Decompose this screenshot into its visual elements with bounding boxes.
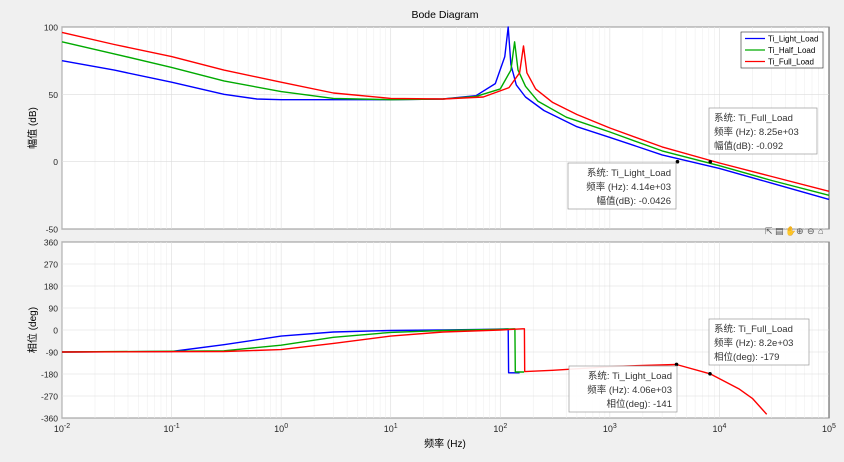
- y-tick-label: 360: [44, 238, 58, 248]
- datatip-marker: [675, 159, 680, 164]
- y-tick-label: -50: [46, 225, 59, 235]
- datatip-frequency: 频率 (Hz): 8.2e+03: [714, 337, 793, 349]
- data-tips: 系统: Ti_Full_Load 频率 (Hz): 8.25e+03 幅值(dB):…: [567, 107, 818, 413]
- magnitude-series: [61, 26, 830, 201]
- magnitude-line-ti-half-load: [61, 41, 830, 196]
- x-tick-label: 10-2: [54, 423, 70, 434]
- datatip-marker: [674, 362, 679, 367]
- phase-series: [61, 328, 768, 415]
- legend-entry-full: Ti_Full_Load: [768, 58, 814, 67]
- x-tick-label: 102: [493, 423, 507, 434]
- phase-y-ticks: 360 270 180 90 0 -90 -180 -270 -360: [41, 238, 58, 424]
- x-tick-label: 105: [822, 423, 836, 434]
- phase-grid: [61, 241, 829, 419]
- chart-title: Bode Diagram: [411, 9, 478, 21]
- phase-y-axis-label: 相位 (deg): [26, 307, 39, 353]
- datatip-frequency: 频率 (Hz): 8.25e+03: [714, 126, 799, 138]
- y-tick-label: 270: [44, 260, 58, 270]
- x-tick-label: 100: [274, 423, 288, 434]
- magnitude-grid: [61, 26, 829, 230]
- y-tick-label: 100: [44, 23, 58, 33]
- datatip-marker: [708, 371, 712, 376]
- zoom-in-icon[interactable]: ⊕: [796, 226, 804, 236]
- datatip-title: 系统: Ti_Light_Load: [588, 370, 672, 382]
- x-tick-label: 104: [712, 423, 726, 434]
- y-tick-label: 180: [44, 282, 58, 292]
- home-icon[interactable]: ⌂: [818, 226, 823, 236]
- legend-entry-light: Ti_Light_Load: [768, 35, 818, 44]
- datatip-box: [708, 318, 810, 366]
- x-axis-label: 频率 (Hz): [424, 437, 466, 450]
- y-tick-label: 90: [49, 304, 59, 314]
- datatip-box: [567, 162, 677, 210]
- phase-line-ti-full-load: [61, 328, 768, 415]
- export-icon[interactable]: ⇱: [765, 226, 773, 236]
- datatip-frequency: 频率 (Hz): 4.14e+03: [586, 181, 671, 193]
- datatip-marker: [708, 159, 713, 164]
- y-tick-label: -180: [41, 370, 58, 380]
- brush-icon[interactable]: ▤: [775, 226, 784, 236]
- x-tick-labels: 10-2 10-1 100 101 102 103 104 105: [54, 423, 836, 434]
- y-tick-label: 50: [49, 90, 59, 100]
- y-tick-label: 0: [53, 326, 58, 336]
- x-tick-label: 103: [603, 423, 617, 434]
- datatip-box: [708, 107, 818, 155]
- datatip-value: 幅值(dB): -0.0426: [597, 195, 671, 207]
- zoom-out-icon[interactable]: ⊖: [807, 226, 815, 236]
- legend[interactable]: Ti_Light_Load Ti_Half_Load Ti_Full_Load: [740, 31, 824, 69]
- axes-toolbar[interactable]: ⇱ ▤ ✋ ⊕ ⊖ ⌂: [765, 225, 823, 236]
- datatip-value: 幅值(dB): -0.092: [714, 140, 783, 152]
- magnitude-y-ticks: 100 50 0 -50: [44, 23, 58, 235]
- y-tick-label: -270: [41, 392, 58, 402]
- pan-icon[interactable]: ✋: [785, 225, 796, 236]
- datatip-box: [568, 365, 678, 413]
- y-tick-label: -360: [41, 414, 58, 424]
- phase-line-ti-half-load: [61, 328, 525, 373]
- legend-entry-half: Ti_Half_Load: [768, 46, 815, 55]
- x-tick-label: 10-1: [163, 423, 179, 434]
- datatip-title: 系统: Ti_Full_Load: [714, 112, 793, 124]
- magnitude-line-ti-light-load: [61, 26, 830, 201]
- phase-line-ti-light-load: [61, 328, 520, 374]
- y-tick-label: 0: [53, 157, 58, 167]
- datatip-frequency: 频率 (Hz): 4.06e+03: [587, 384, 672, 396]
- y-tick-label: -90: [46, 348, 59, 358]
- x-tick-label: 101: [384, 423, 398, 434]
- magnitude-axes: 100 50 0 -50 幅值 (dB) Ti_Light_Load Ti_Half_…: [26, 23, 830, 235]
- datatip-value: 相位(deg): -141: [607, 398, 672, 410]
- datatip-title: 系统: Ti_Full_Load: [714, 323, 793, 335]
- datatip-title: 系统: Ti_Light_Load: [587, 167, 671, 179]
- phase-axes: 360 270 180 90 0 -90 -180 -270 -360 相位 (deg): [26, 238, 830, 424]
- datatip-value: 相位(deg): -179: [714, 351, 779, 363]
- magnitude-y-axis-label: 幅值 (dB): [26, 107, 39, 149]
- magnitude-line-ti-full-load: [61, 31, 830, 192]
